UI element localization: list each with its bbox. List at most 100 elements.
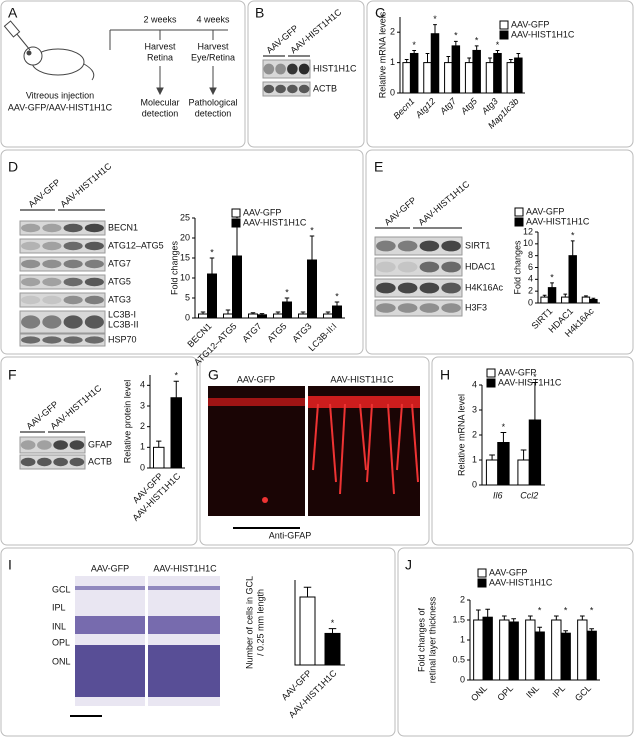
error-bar (527, 615, 533, 620)
bar (493, 52, 502, 94)
panel-letter: A (8, 5, 18, 21)
blot-band (63, 241, 83, 251)
error-bar (488, 57, 492, 63)
y-tick-label: 4 (472, 379, 477, 389)
panel-letter: J (405, 557, 412, 573)
error-bar (467, 57, 472, 63)
y-tick-label: 1 (472, 454, 477, 464)
blot-band (37, 440, 52, 450)
blot-band (263, 84, 275, 94)
bar (402, 62, 411, 94)
stain-layer (208, 398, 305, 406)
legend-label: AAV-HIST1H1C (243, 217, 307, 227)
error-bar (532, 382, 538, 420)
bar (482, 616, 493, 681)
bar (499, 619, 510, 681)
error-bar (446, 56, 451, 63)
blot-band (298, 84, 310, 94)
y-tick-label: 20 (180, 232, 190, 242)
band-label: ATG3 (108, 294, 131, 304)
layer-label: IPL (52, 602, 66, 612)
blot-band (63, 315, 83, 329)
y-tick-label: 4 (528, 274, 533, 284)
panel-letter: H (440, 367, 450, 383)
bar (514, 57, 523, 94)
blot (19, 436, 86, 454)
glial-fiber (329, 403, 337, 483)
blot-band (376, 240, 396, 252)
image-label: AAV-HIST1H1C (153, 563, 217, 573)
glial-fiber (396, 403, 403, 471)
blot-band (376, 303, 396, 313)
x-tick-label: IPL (550, 683, 567, 700)
bar (423, 62, 432, 94)
diagram-text: Pathological (188, 97, 237, 107)
blot-band (376, 282, 396, 294)
error-bar (209, 257, 215, 274)
band-label: ATG5 (108, 276, 131, 286)
y-tick-label: 1 (140, 442, 145, 452)
blot-band (21, 315, 41, 329)
legend-label: AAV-GFP (243, 207, 281, 217)
panel-letter: E (374, 159, 383, 175)
blot-band (42, 315, 62, 329)
y-axis-label: Fold changes (169, 240, 179, 295)
bar (298, 313, 308, 319)
blot-band (275, 84, 286, 94)
bar (451, 45, 461, 94)
band-label: ACTB (313, 83, 337, 93)
stain-layer (308, 396, 420, 408)
y-tick-label: 10 (180, 272, 190, 282)
significance-mark: * (571, 230, 575, 240)
bar (232, 255, 242, 319)
group-label: AAV-GFP (26, 177, 62, 209)
bar (282, 301, 292, 319)
bar (560, 632, 571, 681)
bar (430, 33, 440, 94)
legend-swatch (231, 218, 241, 228)
band-label: BECN1 (108, 222, 138, 232)
blot-band (37, 457, 52, 467)
blot-band (42, 277, 62, 287)
significance-mark: * (475, 35, 479, 45)
y-tick-label: 2 (460, 594, 465, 604)
panel-letter: C (375, 5, 385, 21)
bar (534, 631, 545, 681)
blot-band (21, 223, 41, 233)
y-tick-label: 3 (472, 404, 477, 414)
bar (409, 52, 419, 94)
significance-mark: * (310, 225, 314, 235)
error-bar (259, 313, 265, 315)
legend-label: AAV-GFP (526, 206, 564, 216)
panel-letter: G (208, 367, 219, 383)
cell-row (75, 586, 145, 590)
blot (19, 454, 86, 470)
x-tick-label: ATG3 (290, 321, 313, 344)
error-bar (501, 615, 507, 620)
bar (472, 49, 481, 94)
blot-band (441, 282, 461, 294)
blot-band (21, 295, 41, 305)
image-caption: Anti-GFAP (269, 530, 312, 540)
blot-band (42, 295, 62, 305)
blot (19, 274, 106, 290)
significance-mark: * (533, 372, 537, 382)
diagram-text: Retina (147, 52, 173, 62)
band-label: SIRT1 (465, 240, 490, 250)
bar (464, 62, 474, 94)
blot-band (419, 240, 440, 252)
error-bar (500, 432, 507, 443)
x-tick-label: Atg7 (437, 95, 459, 117)
x-tick-label: Atg12 (413, 96, 437, 120)
diagram-text: AAV-GFP/AAV-HIST1H1C (8, 102, 113, 112)
band-label: HSP70 (108, 334, 137, 344)
blot-band (21, 241, 41, 251)
bar (207, 273, 217, 319)
blot-band (397, 303, 418, 313)
y-tick-label: 6 (528, 262, 533, 272)
blot (262, 81, 311, 97)
group-label: AAV-HIST1H1C (58, 161, 113, 210)
blot-band (84, 336, 104, 344)
y-tick-label: 0 (390, 87, 395, 97)
group-label: AAV-GFP (382, 195, 418, 227)
